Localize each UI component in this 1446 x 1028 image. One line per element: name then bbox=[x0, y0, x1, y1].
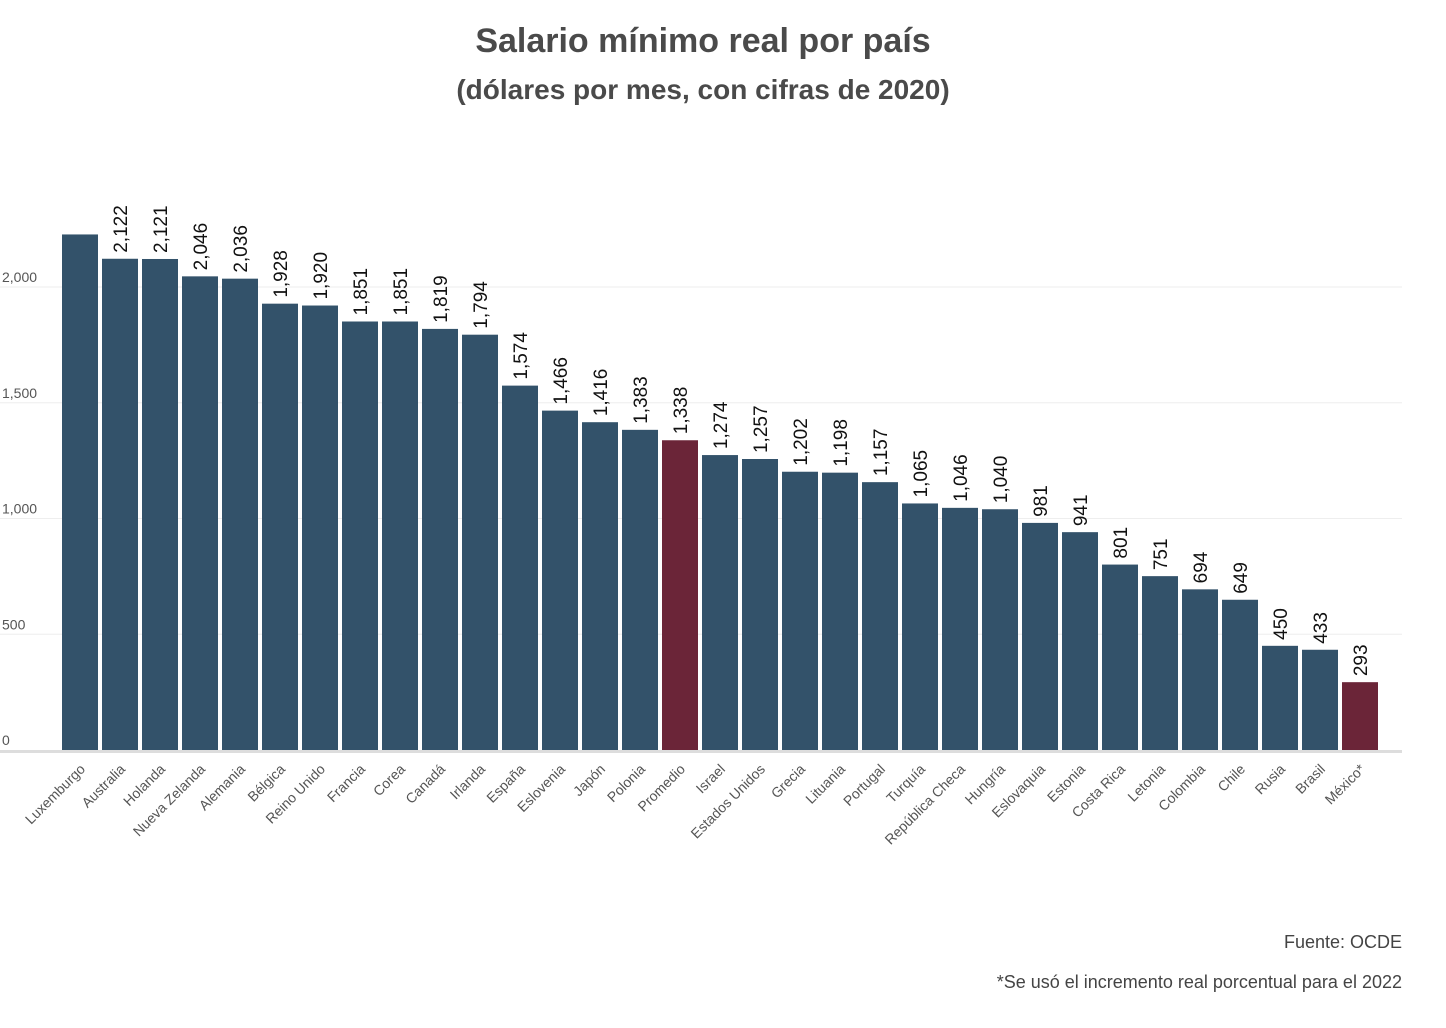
data-label: 801 bbox=[1111, 527, 1132, 559]
data-label: 293 bbox=[1351, 644, 1372, 676]
x-tick-label: Luxemburgo bbox=[22, 761, 88, 827]
bar bbox=[102, 258, 138, 750]
source-text: Fuente: OCDE bbox=[1283, 932, 1402, 952]
bar bbox=[542, 410, 578, 750]
data-label: 450 bbox=[1271, 608, 1292, 640]
data-label: 2,122 bbox=[111, 205, 132, 253]
data-label: 649 bbox=[1231, 562, 1252, 594]
bar bbox=[582, 422, 618, 750]
chart-subtitle: (dólares por mes, con cifras de 2020) bbox=[456, 74, 950, 105]
bar bbox=[662, 440, 698, 750]
data-label-layer: 2,122 2,121 2,046 2,036 1,928 1,920 1,851 1,851… bbox=[111, 205, 1372, 676]
bar-layer bbox=[62, 234, 1378, 751]
grid-layer: 0 500 1,000 1,500 2,000 bbox=[0, 269, 1402, 753]
bar bbox=[982, 509, 1018, 750]
y-tick-label: 0 bbox=[2, 732, 10, 748]
x-tick-label: Australia bbox=[78, 761, 128, 811]
data-label: 1,046 bbox=[951, 454, 972, 502]
y-tick-label: 1,000 bbox=[2, 501, 37, 517]
bar bbox=[462, 334, 498, 750]
data-label: 1,202 bbox=[791, 418, 812, 466]
data-label: 1,383 bbox=[631, 376, 652, 424]
data-label: 1,851 bbox=[391, 268, 412, 316]
data-label: 1,466 bbox=[551, 357, 572, 405]
bar bbox=[62, 234, 98, 751]
bar bbox=[422, 328, 458, 750]
x-tick-label: Irlanda bbox=[447, 761, 489, 803]
data-label: 2,046 bbox=[191, 223, 212, 271]
bar bbox=[142, 258, 178, 750]
chart-title: Salario mínimo real por país bbox=[475, 22, 931, 60]
x-tick-label: Chile bbox=[1214, 761, 1248, 795]
bar bbox=[1142, 576, 1178, 750]
bar bbox=[1262, 645, 1298, 750]
bar bbox=[742, 459, 778, 750]
bar bbox=[1302, 649, 1338, 750]
bar bbox=[342, 321, 378, 750]
data-label: 1,198 bbox=[831, 419, 852, 467]
bar bbox=[222, 278, 258, 750]
x-tick-label: Corea bbox=[370, 761, 408, 799]
data-label: 1,928 bbox=[271, 250, 292, 298]
x-tick-label: Brasil bbox=[1292, 761, 1328, 797]
data-label: 1,040 bbox=[991, 456, 1012, 504]
bar bbox=[182, 276, 218, 750]
y-tick-label: 500 bbox=[2, 616, 26, 632]
x-tick-label: Estados Unidos bbox=[687, 761, 768, 842]
bar bbox=[902, 503, 938, 750]
data-label: 2,121 bbox=[151, 205, 172, 253]
bar bbox=[782, 471, 818, 750]
data-label: 2,036 bbox=[231, 225, 252, 273]
data-label: 1,794 bbox=[471, 281, 492, 329]
bar bbox=[1222, 599, 1258, 750]
data-label: 1,819 bbox=[431, 275, 452, 323]
bar bbox=[382, 321, 418, 750]
bar bbox=[1022, 522, 1058, 750]
bar bbox=[502, 385, 538, 750]
bar bbox=[1062, 532, 1098, 750]
data-label: 1,338 bbox=[671, 387, 692, 435]
x-tick-label: Francia bbox=[324, 761, 368, 805]
bar bbox=[942, 507, 978, 750]
bar bbox=[302, 305, 338, 750]
data-label: 433 bbox=[1311, 612, 1332, 644]
x-tick-label: México* bbox=[1322, 760, 1369, 807]
bar bbox=[1102, 564, 1138, 750]
data-label: 1,920 bbox=[311, 252, 332, 300]
data-label: 981 bbox=[1031, 485, 1052, 517]
footnote-text: *Se usó el incremento real porcentual pa… bbox=[996, 972, 1402, 992]
bar bbox=[262, 303, 298, 750]
bar bbox=[622, 429, 658, 750]
data-label: 751 bbox=[1151, 538, 1172, 570]
bar bbox=[1342, 682, 1378, 750]
data-label: 1,416 bbox=[591, 369, 612, 417]
x-tick-label: Israel bbox=[693, 761, 729, 797]
x-tick-label: Rusia bbox=[1251, 761, 1288, 798]
data-label: 1,274 bbox=[711, 401, 732, 449]
y-tick-label: 1,500 bbox=[2, 385, 37, 401]
data-label: 1,851 bbox=[351, 268, 372, 316]
data-label: 694 bbox=[1191, 551, 1212, 583]
y-tick-label: 2,000 bbox=[2, 269, 37, 285]
x-tick-label: Japón bbox=[570, 761, 608, 799]
bar bbox=[822, 472, 858, 750]
bar bbox=[702, 455, 738, 750]
data-label: 1,157 bbox=[871, 429, 892, 477]
data-label: 1,257 bbox=[751, 405, 772, 453]
x-tick-label: Portugal bbox=[840, 761, 888, 809]
x-tick-label: Canadá bbox=[402, 761, 448, 807]
data-label: 1,574 bbox=[511, 332, 532, 380]
data-label: 941 bbox=[1071, 494, 1092, 526]
bar bbox=[1182, 589, 1218, 750]
data-label: 1,065 bbox=[911, 450, 932, 498]
bar bbox=[862, 482, 898, 750]
